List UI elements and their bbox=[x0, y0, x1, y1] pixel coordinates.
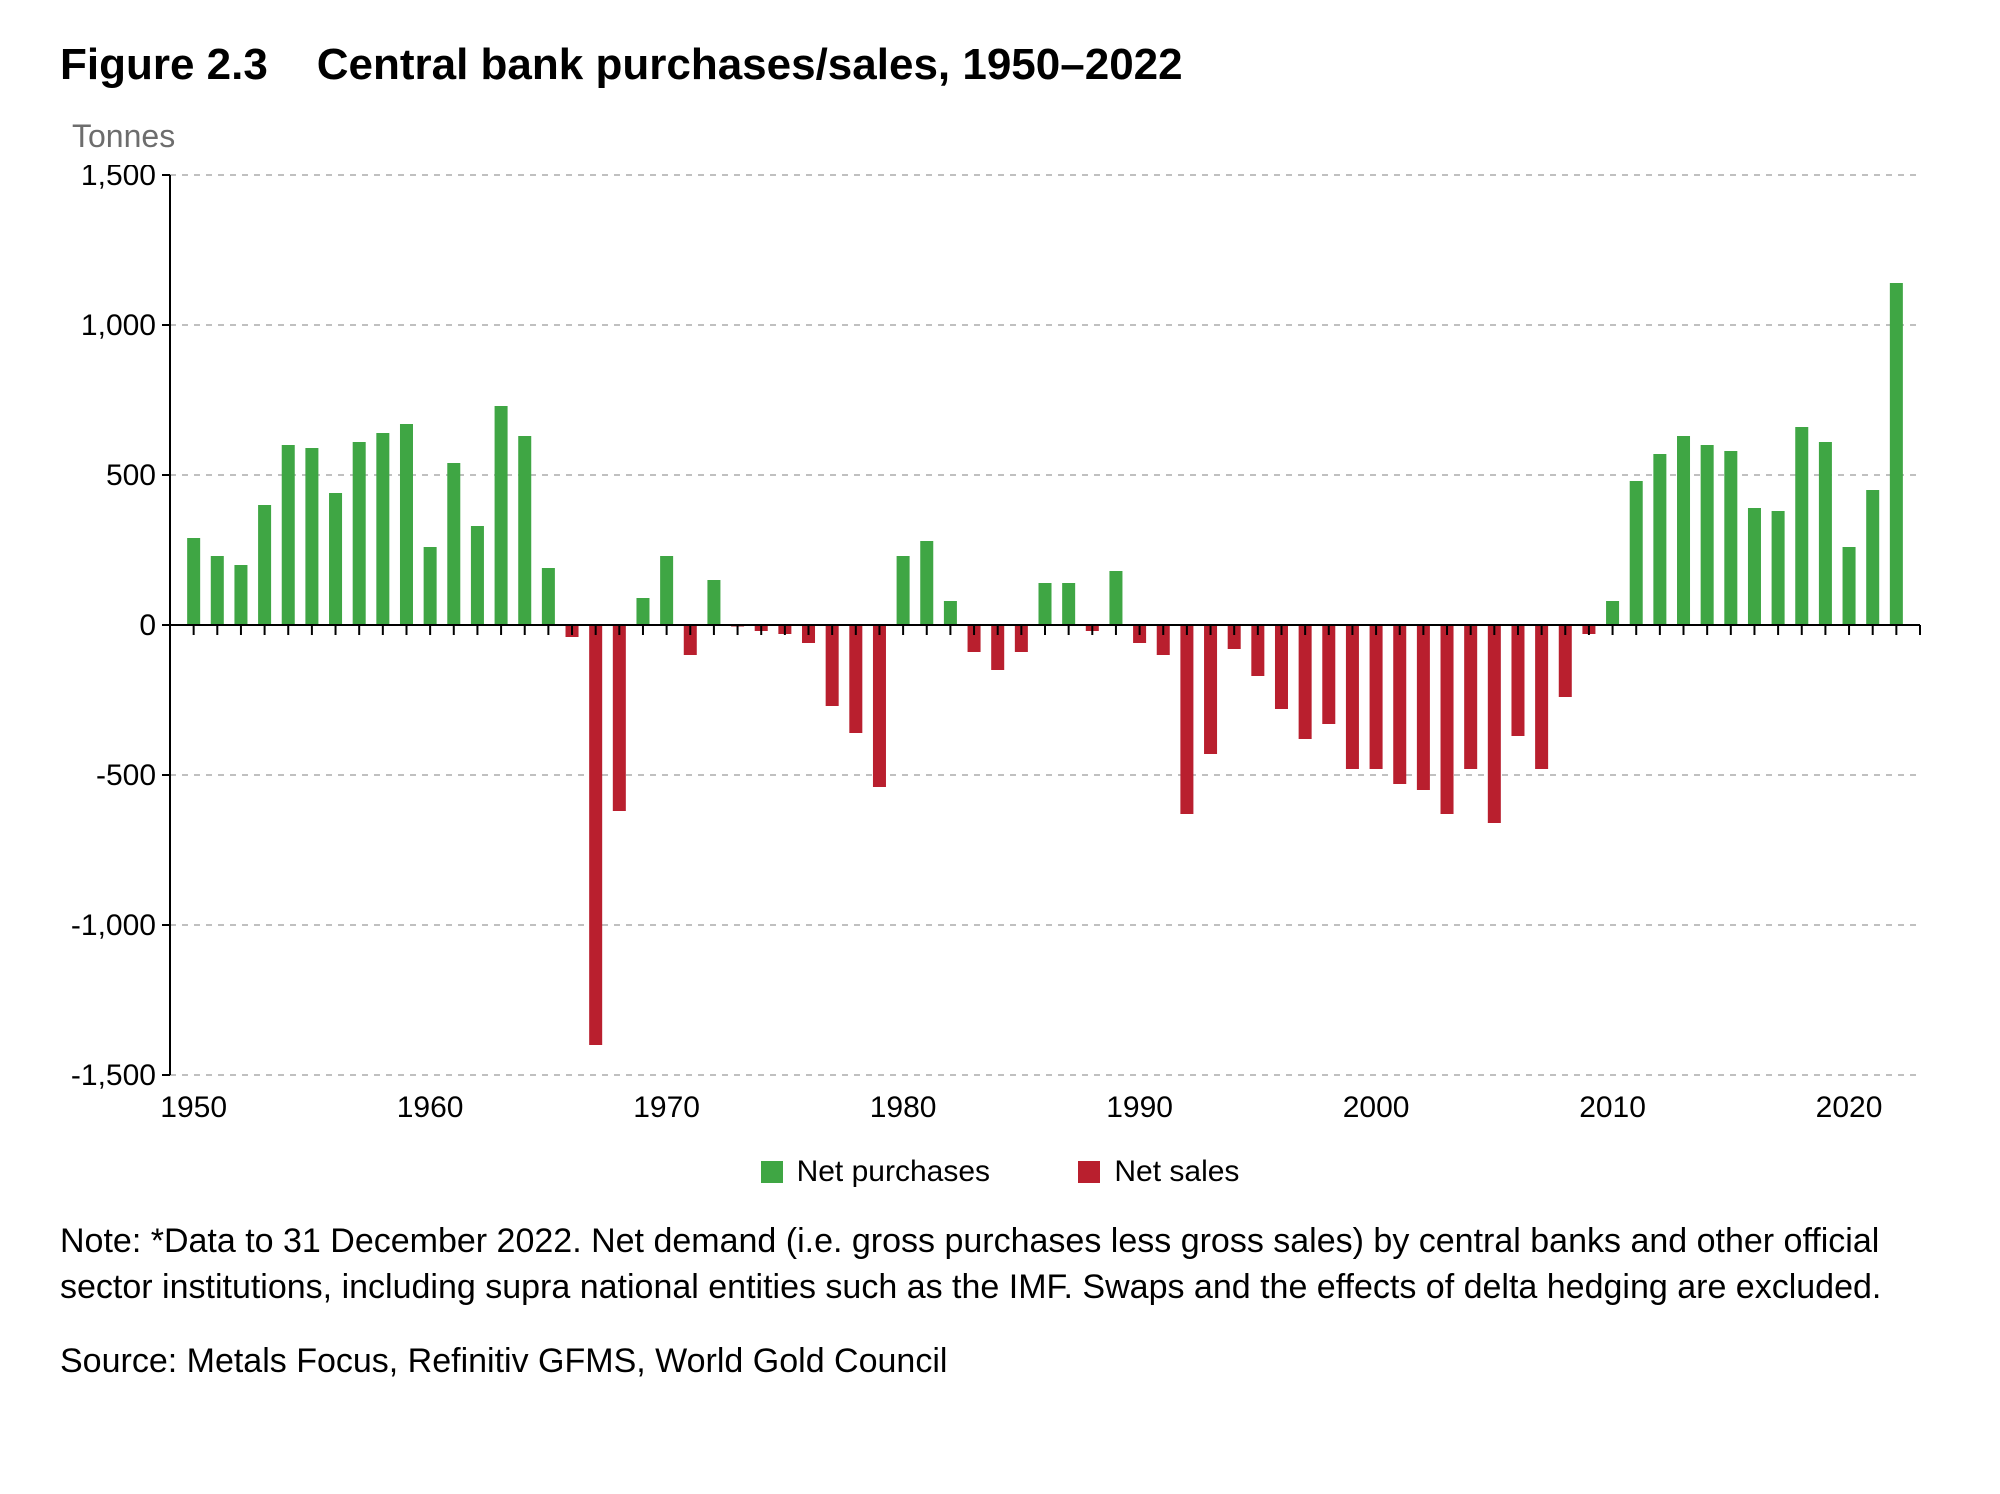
bar-2005 bbox=[1488, 625, 1501, 823]
legend-item-net-sales: Net sales bbox=[1078, 1155, 1239, 1189]
bar-1978 bbox=[849, 625, 862, 733]
bar-1981 bbox=[920, 541, 933, 625]
bar-2007 bbox=[1535, 625, 1548, 769]
bar-1979 bbox=[873, 625, 886, 787]
bar-1968 bbox=[613, 625, 626, 811]
bar-1960 bbox=[424, 547, 437, 625]
bar-1965 bbox=[542, 568, 555, 625]
bar-1992 bbox=[1180, 625, 1193, 814]
bar-chart: -1,500 -1,000 -500 0 500 1,000 1,500 1950 1960 19… bbox=[60, 165, 1940, 1125]
svg-text:2000: 2000 bbox=[1343, 1091, 1410, 1124]
legend-label: Net purchases bbox=[797, 1155, 990, 1189]
bar-2015 bbox=[1724, 451, 1737, 625]
bar-1952 bbox=[234, 565, 247, 625]
bar-2003 bbox=[1441, 625, 1454, 814]
bar-1986 bbox=[1039, 583, 1052, 625]
bar-2000 bbox=[1370, 625, 1383, 769]
svg-text:1,500: 1,500 bbox=[81, 165, 156, 192]
bar-1958 bbox=[376, 433, 389, 625]
bar-1957 bbox=[353, 442, 366, 625]
legend: Net purchases Net sales bbox=[60, 1155, 1940, 1191]
bar-1996 bbox=[1275, 625, 1288, 709]
bar-1962 bbox=[471, 526, 484, 625]
svg-text:1960: 1960 bbox=[397, 1091, 464, 1124]
bar-1961 bbox=[447, 463, 460, 625]
svg-text:1970: 1970 bbox=[633, 1091, 700, 1124]
legend-swatch-net-sales bbox=[1078, 1161, 1100, 1183]
svg-text:1,000: 1,000 bbox=[81, 309, 156, 342]
bar-1950 bbox=[187, 538, 200, 625]
svg-text:1950: 1950 bbox=[160, 1091, 227, 1124]
bar-1956 bbox=[329, 493, 342, 625]
figure-container: Figure 2.3 Central bank purchases/sales,… bbox=[0, 0, 2000, 1494]
bar-1980 bbox=[897, 556, 910, 625]
bar-2004 bbox=[1464, 625, 1477, 769]
legend-label: Net sales bbox=[1114, 1155, 1239, 1189]
svg-text:2020: 2020 bbox=[1816, 1091, 1883, 1124]
svg-text:2010: 2010 bbox=[1579, 1091, 1646, 1124]
bar-2010 bbox=[1606, 601, 1619, 625]
bar-1993 bbox=[1204, 625, 1217, 754]
bar-2019 bbox=[1819, 442, 1832, 625]
bar-2002 bbox=[1417, 625, 1430, 790]
chart-area: -1,500 -1,000 -500 0 500 1,000 1,500 1950 1960 19… bbox=[60, 165, 1940, 1125]
bar-1987 bbox=[1062, 583, 1075, 625]
bar-2006 bbox=[1511, 625, 1524, 736]
bar-1954 bbox=[282, 445, 295, 625]
svg-text:-1,000: -1,000 bbox=[71, 909, 156, 942]
bar-1982 bbox=[944, 601, 957, 625]
bar-1972 bbox=[707, 580, 720, 625]
bar-1964 bbox=[518, 436, 531, 625]
legend-swatch-net-purchases bbox=[761, 1161, 783, 1183]
y-axis-unit-label: Tonnes bbox=[72, 118, 1940, 155]
figure-note: Note: *Data to 31 December 2022. Net dem… bbox=[60, 1219, 1940, 1311]
bar-1999 bbox=[1346, 625, 1359, 769]
bar-2017 bbox=[1772, 511, 1785, 625]
bar-1977 bbox=[826, 625, 839, 706]
svg-text:1980: 1980 bbox=[870, 1091, 937, 1124]
bar-2012 bbox=[1653, 454, 1666, 625]
legend-item-net-purchases: Net purchases bbox=[761, 1155, 990, 1189]
bar-1955 bbox=[305, 448, 318, 625]
svg-text:0: 0 bbox=[139, 609, 156, 642]
figure-title: Figure 2.3 Central bank purchases/sales,… bbox=[60, 40, 1940, 90]
bar-2020 bbox=[1843, 547, 1856, 625]
bar-2021 bbox=[1866, 490, 1879, 625]
bar-2008 bbox=[1559, 625, 1572, 697]
bar-2011 bbox=[1630, 481, 1643, 625]
bar-2016 bbox=[1748, 508, 1761, 625]
bar-2018 bbox=[1795, 427, 1808, 625]
svg-text:1990: 1990 bbox=[1106, 1091, 1173, 1124]
bar-2022 bbox=[1890, 283, 1903, 625]
svg-text:500: 500 bbox=[106, 459, 156, 492]
bar-1969 bbox=[636, 598, 649, 625]
bar-1959 bbox=[400, 424, 413, 625]
svg-text:-500: -500 bbox=[96, 759, 156, 792]
svg-text:-1,500: -1,500 bbox=[71, 1059, 156, 1092]
bar-1998 bbox=[1322, 625, 1335, 724]
bar-1951 bbox=[211, 556, 224, 625]
bar-1963 bbox=[495, 406, 508, 625]
bar-2014 bbox=[1701, 445, 1714, 625]
bar-1953 bbox=[258, 505, 271, 625]
bar-1989 bbox=[1109, 571, 1122, 625]
bar-1970 bbox=[660, 556, 673, 625]
figure-source: Source: Metals Focus, Refinitiv GFMS, Wo… bbox=[60, 1339, 1940, 1385]
bar-1967 bbox=[589, 625, 602, 1045]
bar-2001 bbox=[1393, 625, 1406, 784]
bar-2013 bbox=[1677, 436, 1690, 625]
bar-1997 bbox=[1299, 625, 1312, 739]
